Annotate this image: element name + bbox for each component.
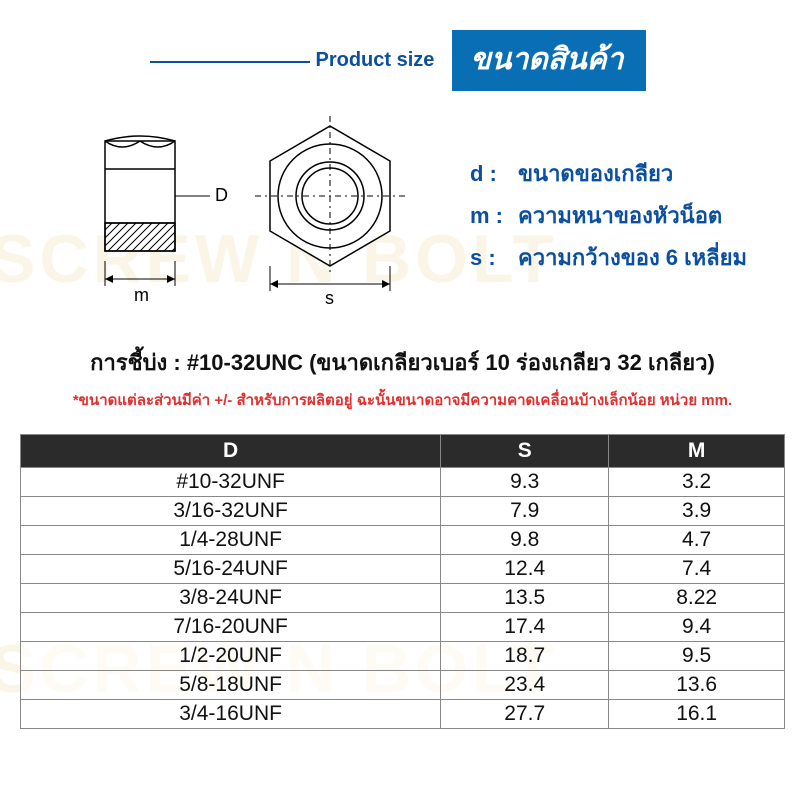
table-cell: 23.4 <box>441 671 609 700</box>
size-table: D S M #10-32UNF9.33.23/16-32UNF7.93.91/4… <box>20 434 785 729</box>
table-cell: 7.9 <box>441 497 609 526</box>
table-cell: #10-32UNF <box>21 468 441 497</box>
table-cell: 1/2-20UNF <box>21 642 441 671</box>
table-cell: 17.4 <box>441 613 609 642</box>
table-row: 3/8-24UNF13.58.22 <box>21 584 785 613</box>
table-row: #10-32UNF9.33.2 <box>21 468 785 497</box>
table-cell: 8.22 <box>609 584 785 613</box>
diagram-label-m: m <box>134 285 149 305</box>
content-wrapper: Product size ขนาดสินค้า D <box>0 0 805 729</box>
table-cell: 9.3 <box>441 468 609 497</box>
header-row: Product size ขนาดสินค้า <box>20 30 785 91</box>
legend-text-s: ความกว้างของ 6 เหลี่ยม <box>518 237 747 279</box>
product-size-en-label: Product size <box>310 49 441 72</box>
note-line: *ขนาดแต่ละส่วนมีค่า +/- สำหรับการผลิตอยู… <box>20 388 785 412</box>
table-cell: 9.5 <box>609 642 785 671</box>
table-row: 5/8-18UNF23.413.6 <box>21 671 785 700</box>
table-cell: 3/8-24UNF <box>21 584 441 613</box>
table-row: 7/16-20UNF17.49.4 <box>21 613 785 642</box>
table-cell: 3.2 <box>609 468 785 497</box>
diagram-label-D: D <box>215 185 228 205</box>
nut-diagram: D m <box>80 111 440 321</box>
table-row: 3/4-16UNF27.716.1 <box>21 700 785 729</box>
legend-text-m: ความหนาของหัวน็อต <box>518 195 722 237</box>
table-cell: 5/8-18UNF <box>21 671 441 700</box>
legend-key-d: d : <box>470 153 510 195</box>
table-cell: 13.6 <box>609 671 785 700</box>
legend-row-s: s : ความกว้างของ 6 เหลี่ยม <box>470 237 755 279</box>
table-cell: 18.7 <box>441 642 609 671</box>
table-cell: 3/16-32UNF <box>21 497 441 526</box>
table-cell: 16.1 <box>609 700 785 729</box>
table-row: 3/16-32UNF7.93.9 <box>21 497 785 526</box>
table-row: 1/2-20UNF18.79.5 <box>21 642 785 671</box>
table-row: 5/16-24UNF12.47.4 <box>21 555 785 584</box>
table-cell: 3.9 <box>609 497 785 526</box>
legend-text-d: ขนาดของเกลียว <box>518 153 673 195</box>
diagram-row: D m <box>80 111 755 321</box>
table-cell: 5/16-24UNF <box>21 555 441 584</box>
product-size-th-badge: ขนาดสินค้า <box>452 30 645 91</box>
legend-key-m: m : <box>470 195 510 237</box>
table-header-D: D <box>21 435 441 468</box>
table-cell: 27.7 <box>441 700 609 729</box>
legend-row-m: m : ความหนาของหัวน็อต <box>470 195 755 237</box>
legend-row-d: d : ขนาดของเกลียว <box>470 153 755 195</box>
table-cell: 7.4 <box>609 555 785 584</box>
table-cell: 4.7 <box>609 526 785 555</box>
legend: d : ขนาดของเกลียว m : ความหนาของหัวน็อต … <box>470 153 755 278</box>
table-header-M: M <box>609 435 785 468</box>
spec-line: การชี้บ่ง : #10-32UNC (ขนาดเกลียวเบอร์ 1… <box>20 345 785 380</box>
legend-key-s: s : <box>470 237 510 279</box>
table-cell: 9.8 <box>441 526 609 555</box>
table-cell: 3/4-16UNF <box>21 700 441 729</box>
table-header-row: D S M <box>21 435 785 468</box>
table-cell: 13.5 <box>441 584 609 613</box>
table-cell: 7/16-20UNF <box>21 613 441 642</box>
table-cell: 1/4-28UNF <box>21 526 441 555</box>
diagram-label-s: s <box>325 288 334 308</box>
table-cell: 9.4 <box>609 613 785 642</box>
table-header-S: S <box>441 435 609 468</box>
table-row: 1/4-28UNF9.84.7 <box>21 526 785 555</box>
table-cell: 12.4 <box>441 555 609 584</box>
